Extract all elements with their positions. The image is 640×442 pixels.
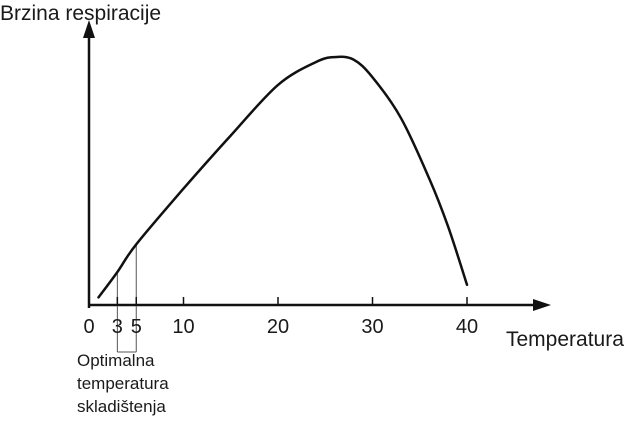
x-tick-label-10: 10	[172, 316, 194, 338]
axes	[83, 20, 551, 311]
optimal-storage-annotation: Optimalna temperatura skladištenja	[77, 351, 169, 416]
x-ticks	[116, 297, 468, 306]
x-tick-label-20: 20	[267, 316, 289, 338]
annotation-line-3: skladištenja	[77, 397, 166, 416]
x-tick-label-30: 30	[361, 316, 383, 338]
y-axis-arrow	[83, 20, 95, 38]
x-axis-arrow	[533, 299, 551, 311]
x-tick-label-3: 3	[112, 316, 123, 338]
x-tick-label-40: 40	[456, 316, 478, 338]
annotation-line-1: Optimalna	[77, 351, 155, 370]
x-tick-label-0: 0	[83, 316, 94, 338]
y-axis-label: Brzina respiracije	[0, 2, 161, 25]
annotation-line-2: temperatura	[77, 374, 169, 393]
x-tick-label-5: 5	[131, 316, 142, 338]
respiration-curve	[97, 55, 469, 299]
x-axis-label: Temperatura	[506, 328, 624, 351]
x-tick-labels: 0 3 5 10 20 30 40	[83, 316, 478, 338]
